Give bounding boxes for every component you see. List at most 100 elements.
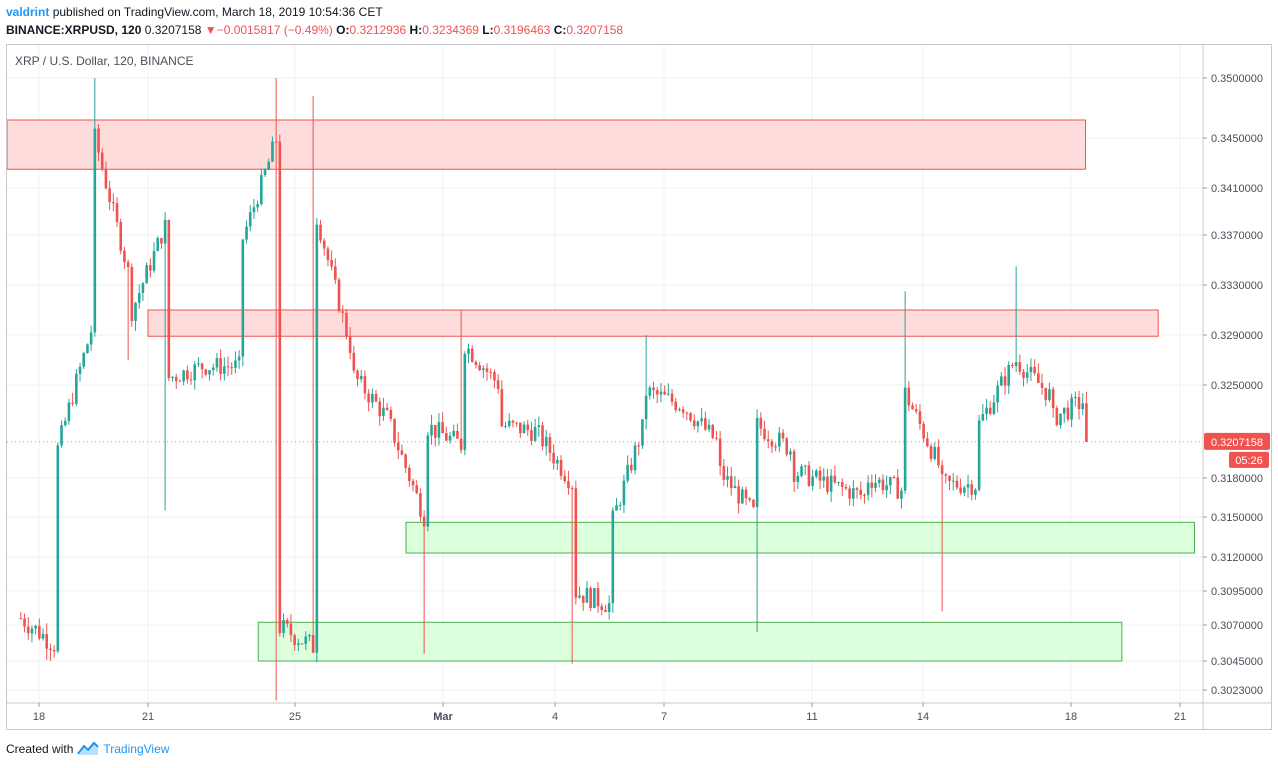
candle-down [230,367,234,369]
candle-down [219,358,222,374]
candle-down [52,650,56,652]
candle-down [126,262,130,267]
candle-up [866,482,870,496]
candle-up [796,475,800,483]
candle-down [552,452,555,464]
open-value: 0.3212936 [349,23,407,37]
candle-down [567,481,570,489]
candle-down [914,409,918,412]
candle-up [308,634,311,637]
price-tick-label: 0.3370000 [1211,230,1263,242]
candle-up [215,358,219,368]
candle-up [829,475,833,492]
candle-down [178,380,182,382]
candle-down [500,389,504,427]
candle-up [1062,407,1066,414]
candle-down [433,425,437,438]
candle-down [848,488,851,499]
candle-down [1051,389,1055,409]
price-tick-label: 0.3410000 [1211,183,1263,195]
candle-up [981,414,985,421]
candle-down [870,482,874,488]
candle-down [792,451,796,483]
candle-down [937,446,940,466]
candle-down [515,422,518,424]
candle-up [256,204,259,208]
candle-down [119,221,123,251]
candle-down [274,141,278,143]
support-zone [257,621,1123,662]
candle-down [715,437,718,439]
candle-down [944,474,948,476]
candle-up [41,634,45,639]
candle-up [156,238,160,251]
candle-up [733,486,737,489]
candle-down [530,430,533,441]
resistance-zone [147,309,1159,337]
candle-down [330,259,333,267]
candle-up [852,488,855,499]
candle-down [174,376,178,381]
author-link[interactable]: valdrint [6,5,50,19]
candle-down [49,648,52,651]
candle-down [97,128,100,153]
candle-up [815,470,818,477]
candle-down [737,486,740,504]
candle-up [996,385,999,403]
candle-up [193,364,197,381]
candle-down [785,438,789,455]
candle-down [189,379,193,381]
high-value: 0.3234369 [422,23,479,37]
candle-down [404,454,407,468]
price-tick-label: 0.3120000 [1211,552,1263,564]
price-tick-label: 0.3500000 [1211,73,1263,85]
candle-down [752,499,755,507]
candle-up [34,625,37,629]
candle-up [93,128,97,333]
candle-down [19,618,23,620]
candle-down [763,428,766,440]
candle-down [911,405,914,410]
candle-down [922,423,925,439]
candle-down [45,634,49,649]
date-tick-label: 14 [917,711,929,723]
candle-up [1081,403,1085,410]
candle-up [837,482,840,484]
candle-up [741,489,744,504]
price-tick-label: 0.3450000 [1211,133,1263,145]
candle-up [1059,413,1062,425]
candlestick-chart[interactable]: 0.3500000 0.3450000 0.3410000 0.3370000 0.33… [7,45,1271,729]
candle-up [137,293,141,303]
candle-down [363,375,367,394]
candle-up [877,479,881,483]
candle-down [711,424,715,438]
price-tick-label: 0.3070000 [1211,620,1263,632]
candle-up [537,425,541,428]
candle-up [633,445,637,471]
candle-down [596,588,600,607]
candle-down [844,486,848,489]
candle-down [123,250,126,263]
candle-down [115,203,119,222]
candle-down [200,363,204,370]
candle-up [900,490,903,499]
candle-down [319,224,322,241]
candle-up [359,375,363,380]
footer: Created with TradingView [6,742,169,756]
candle-down [604,609,607,612]
symbol-label: BINANCE:XRPUSD, 120 [6,23,142,37]
candle-down [1085,403,1088,442]
candle-up [504,426,507,428]
tradingview-brand-link[interactable]: TradingView [103,742,170,756]
candle-down [322,240,326,249]
candle-down [1018,362,1022,372]
candle-down [940,465,944,475]
candle-down [663,391,666,395]
price-tick-label: 0.3150000 [1211,512,1263,524]
candle-up [267,161,271,170]
candle-up [163,220,167,244]
candle-down [186,370,189,380]
candle-down [293,635,296,646]
close-key: C: [553,23,567,37]
candle-down [489,371,493,373]
